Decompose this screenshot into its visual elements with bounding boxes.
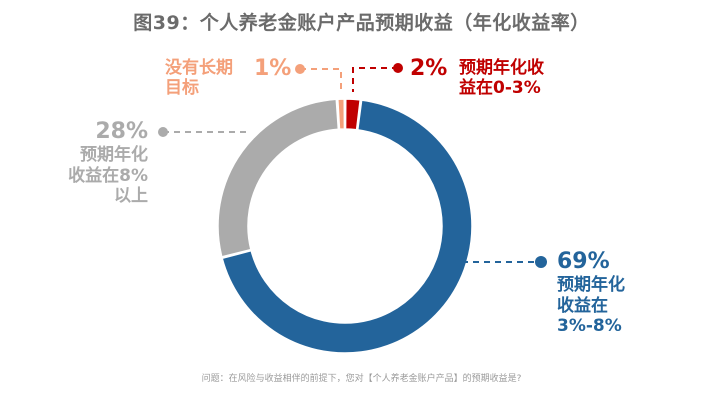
leader-line-red xyxy=(352,67,398,92)
label-orange-pct: 1% xyxy=(254,56,292,81)
segment-no-goal xyxy=(336,98,346,130)
title-number: 39 xyxy=(152,12,181,34)
label-no-long-term-goal: 没有长期 目标 xyxy=(165,58,233,99)
segment-0-3-percent xyxy=(344,98,361,131)
label-gray-line3: 以上 xyxy=(114,186,148,207)
label-above-8-percent: 28% 预期年化 收益在8% 以上 xyxy=(68,119,148,207)
donut-segments xyxy=(217,98,473,354)
label-gray-pct: 28% xyxy=(95,119,148,144)
marker-dot-gray xyxy=(158,127,168,137)
leader-line-orange xyxy=(300,68,342,92)
survey-question-note: 问题：在风险与收益相伴的前提下，您对【个人养老金账户产品】的预期收益是? xyxy=(201,374,522,384)
segment-above-8-percent xyxy=(217,98,340,258)
label-gray-line1: 预期年化 xyxy=(80,145,148,166)
label-blue-line3: 3%-8% xyxy=(557,316,622,337)
leader-lines xyxy=(158,63,547,268)
label-red-pct: 2% xyxy=(410,56,448,81)
label-blue-pct: 69% xyxy=(557,249,610,274)
label-red-line1: 预期年化收 xyxy=(459,58,544,78)
label-gray-line2: 收益在8% xyxy=(68,165,148,186)
label-3-8-percent: 69% 预期年化 收益在 3%-8% xyxy=(557,249,625,337)
label-orange-line2: 目标 xyxy=(165,78,199,99)
marker-dot-orange xyxy=(295,64,305,74)
label-blue-line1: 预期年化 xyxy=(557,275,625,296)
segment-3-8-percent xyxy=(221,99,473,354)
chart-title: 图39：个人养老金账户产品预期收益（年化收益率） xyxy=(0,8,723,35)
label-blue-line2: 收益在 xyxy=(557,295,608,316)
title-text: ：个人养老金账户产品预期收益（年化收益率） xyxy=(180,12,590,34)
marker-dot-red xyxy=(393,63,403,73)
marker-dot-blue xyxy=(535,256,547,268)
label-orange-line1: 没有长期 xyxy=(165,58,233,78)
label-red-line2: 益在0-3% xyxy=(459,78,541,99)
label-0-3-percent: 预期年化收 益在0-3% xyxy=(459,58,544,99)
title-prefix: 图 xyxy=(133,12,153,34)
